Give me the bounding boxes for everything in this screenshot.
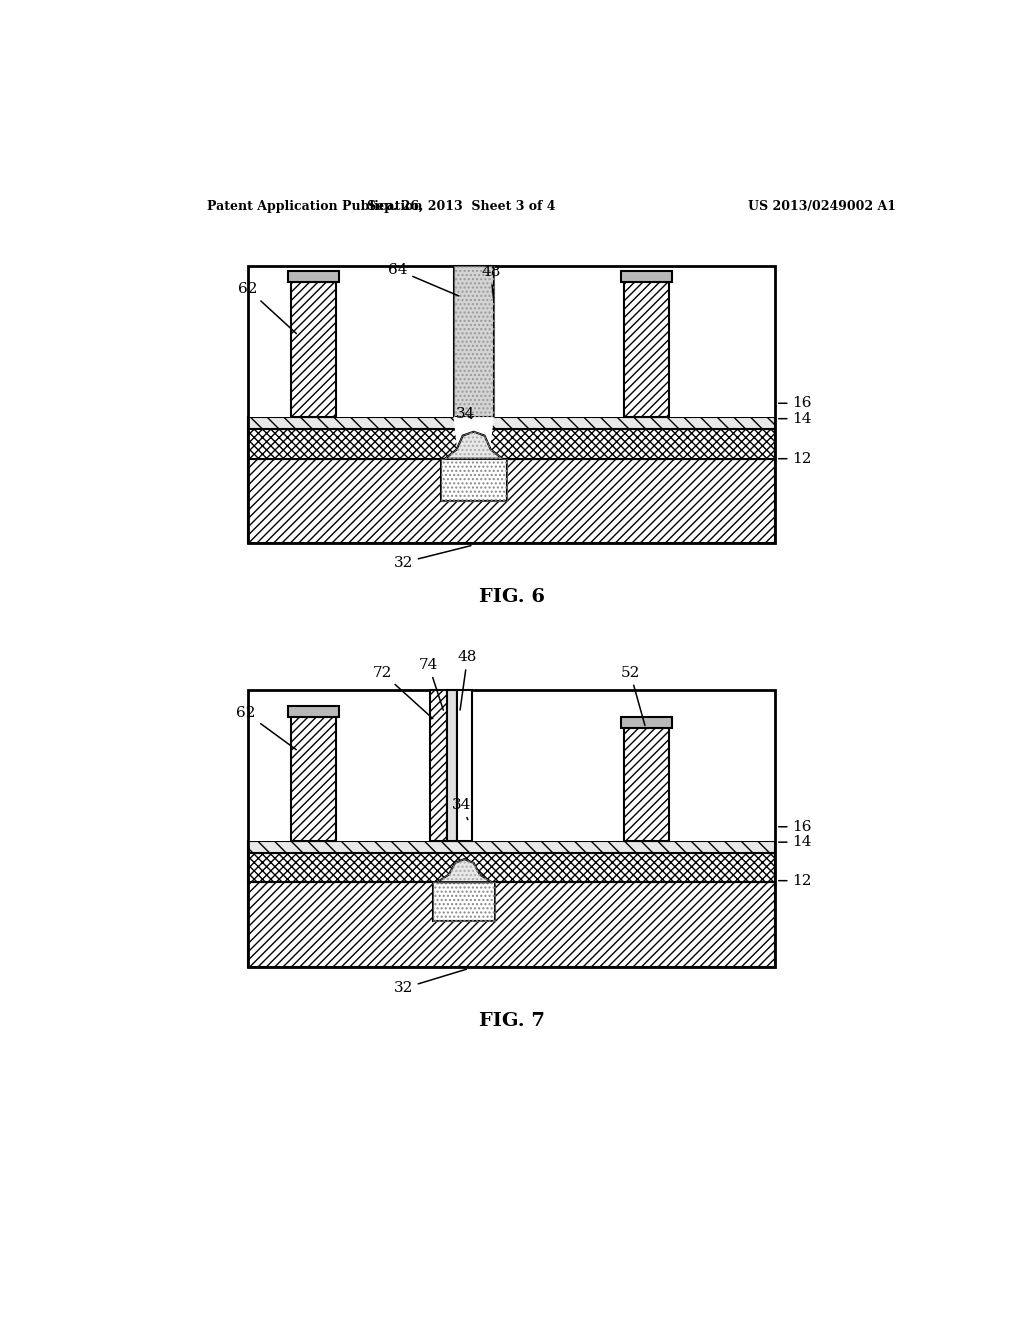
Text: 72: 72 <box>373 665 433 718</box>
Bar <box>248 882 775 966</box>
Bar <box>621 271 672 281</box>
Bar <box>454 267 494 417</box>
Bar <box>433 882 496 921</box>
Text: 34: 34 <box>457 407 475 421</box>
Bar <box>288 706 339 717</box>
Bar <box>248 267 775 544</box>
Polygon shape <box>430 689 447 841</box>
Bar <box>248 841 775 853</box>
Bar <box>248 417 775 429</box>
Text: 32: 32 <box>393 545 471 570</box>
Text: 62: 62 <box>237 706 296 750</box>
Text: 14: 14 <box>778 412 812 425</box>
Text: 64: 64 <box>388 263 459 296</box>
Bar <box>248 459 775 544</box>
Bar <box>248 267 775 417</box>
Text: Patent Application Publication: Patent Application Publication <box>207 199 423 213</box>
Bar <box>624 281 669 417</box>
Text: 14: 14 <box>778 836 812 849</box>
Polygon shape <box>445 432 503 459</box>
Bar <box>441 459 507 502</box>
Text: 48: 48 <box>481 265 501 298</box>
Bar <box>248 689 775 841</box>
Polygon shape <box>457 689 472 841</box>
Text: 12: 12 <box>778 874 812 887</box>
Text: FIG. 6: FIG. 6 <box>478 589 545 606</box>
Bar <box>248 689 775 966</box>
Polygon shape <box>437 859 492 882</box>
Bar <box>624 729 669 841</box>
Bar <box>288 271 339 281</box>
Bar <box>454 267 494 417</box>
Bar <box>441 459 507 502</box>
Text: 74: 74 <box>419 659 443 710</box>
Text: 52: 52 <box>621 665 645 726</box>
Polygon shape <box>447 689 457 841</box>
Bar <box>248 429 775 459</box>
Text: 12: 12 <box>778 451 812 466</box>
Text: Sep. 26, 2013  Sheet 3 of 4: Sep. 26, 2013 Sheet 3 of 4 <box>367 199 555 213</box>
Text: 32: 32 <box>393 969 466 995</box>
Bar <box>248 853 775 882</box>
Polygon shape <box>454 417 494 459</box>
Bar <box>621 718 672 729</box>
Text: FIG. 7: FIG. 7 <box>478 1012 545 1030</box>
Text: 34: 34 <box>452 799 471 820</box>
Text: 48: 48 <box>458 651 477 710</box>
Text: 16: 16 <box>778 396 812 411</box>
Text: 62: 62 <box>239 282 297 334</box>
Bar <box>291 281 336 417</box>
Text: 16: 16 <box>778 820 812 834</box>
Text: US 2013/0249002 A1: US 2013/0249002 A1 <box>748 199 896 213</box>
Bar <box>291 717 336 841</box>
Bar <box>433 882 496 921</box>
